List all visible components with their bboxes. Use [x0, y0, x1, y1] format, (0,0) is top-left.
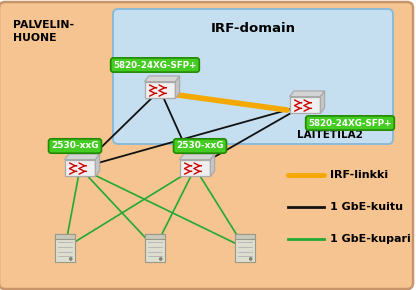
- Text: LAITETILA2: LAITETILA2: [297, 130, 363, 140]
- FancyBboxPatch shape: [55, 234, 75, 262]
- Polygon shape: [290, 91, 324, 97]
- Polygon shape: [210, 154, 215, 176]
- Text: 2530-xxG: 2530-xxG: [51, 142, 99, 151]
- Polygon shape: [180, 154, 215, 160]
- Polygon shape: [180, 160, 210, 176]
- FancyBboxPatch shape: [145, 234, 165, 262]
- Text: IRF-linkki: IRF-linkki: [330, 170, 388, 180]
- Text: 5820-24XG-SFP+: 5820-24XG-SFP+: [113, 61, 197, 70]
- Polygon shape: [176, 76, 180, 98]
- Polygon shape: [64, 160, 95, 176]
- Text: 5820-24XG-SFP+: 5820-24XG-SFP+: [308, 119, 392, 128]
- Text: PALVELIN-
HUONE: PALVELIN- HUONE: [13, 20, 74, 43]
- Polygon shape: [145, 81, 176, 98]
- Text: 1 GbE-kupari: 1 GbE-kupari: [330, 234, 411, 244]
- Text: IRF-domain: IRF-domain: [210, 22, 295, 35]
- Polygon shape: [64, 154, 99, 160]
- Polygon shape: [320, 91, 324, 113]
- Circle shape: [69, 258, 72, 260]
- Polygon shape: [95, 154, 99, 176]
- Polygon shape: [290, 97, 320, 113]
- FancyBboxPatch shape: [55, 234, 75, 240]
- FancyBboxPatch shape: [145, 234, 165, 240]
- Text: 2530-xxG: 2530-xxG: [176, 142, 224, 151]
- FancyBboxPatch shape: [235, 234, 255, 262]
- FancyBboxPatch shape: [113, 9, 393, 144]
- FancyBboxPatch shape: [235, 234, 255, 240]
- Circle shape: [159, 258, 162, 260]
- Circle shape: [249, 258, 252, 260]
- Polygon shape: [145, 76, 180, 81]
- Text: 1 GbE-kuitu: 1 GbE-kuitu: [330, 202, 403, 212]
